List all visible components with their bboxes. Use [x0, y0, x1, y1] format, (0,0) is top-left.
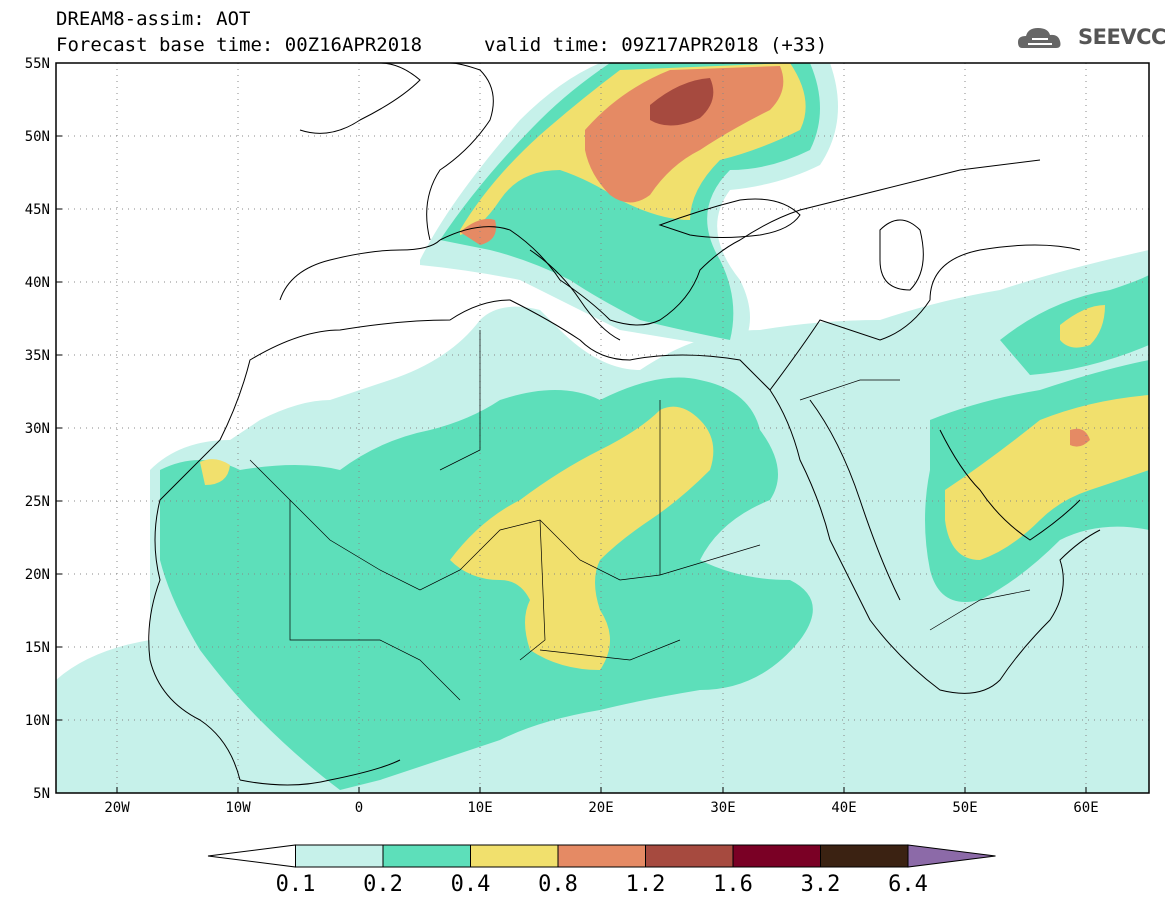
- colorbar-swatch: [382, 844, 471, 868]
- colorbar-label: 0.8: [538, 872, 578, 897]
- lon-label: 40E: [831, 800, 856, 816]
- colorbar-swatch: [820, 844, 909, 868]
- colorbar-swatch: [295, 844, 384, 868]
- lon-label: 20E: [588, 800, 613, 816]
- borders: [249, 330, 1031, 701]
- lat-label: 45N: [25, 202, 50, 218]
- lat-label: 40N: [25, 275, 50, 291]
- lat-label: 35N: [25, 348, 50, 364]
- base-time-label: Forecast base time: 00Z16APR2018: [56, 34, 423, 56]
- lat-label: 15N: [25, 640, 50, 656]
- lat-label: 10N: [25, 713, 50, 729]
- lat-label: 50N: [25, 129, 50, 145]
- map-title: DREAM8-assim: AOT: [56, 8, 251, 30]
- colorbar-swatch: [732, 844, 821, 868]
- colorbar-label: 3.2: [801, 872, 841, 897]
- colorbar-label: 1.6: [713, 872, 753, 897]
- cloud-icon: [1018, 28, 1061, 48]
- colorbar-label: 0.4: [451, 872, 491, 897]
- colorbar: 0.1 0.2 0.4 0.8 1.2 1.6 3.2 6.4: [207, 844, 996, 897]
- lon-labels: 20W 10W 0 10E 20E 30E 40E 50E 60E: [104, 800, 1098, 816]
- colorbar-label: 6.4: [888, 872, 928, 897]
- colorbar-label: 0.2: [363, 872, 403, 897]
- aot-level-0.8: [585, 66, 784, 203]
- aot-level-1.2: [650, 78, 714, 126]
- lat-labels: 55N 50N 45N 40N 35N 30N 25N 20N 15N 10N …: [25, 56, 50, 802]
- aot-level-0.4-arabia: [945, 395, 1149, 560]
- aot-level-0.4-sahara-w: [200, 459, 230, 485]
- lat-label: 20N: [25, 567, 50, 583]
- aot-level-0.8-arabia: [1070, 428, 1090, 447]
- lon-label: 0: [355, 800, 363, 816]
- colorbar-arrow-low: [207, 844, 296, 868]
- lon-label: 60E: [1073, 800, 1098, 816]
- colorbar-swatch: [470, 844, 559, 868]
- lat-label: 30N: [25, 421, 50, 437]
- lon-label: 30E: [710, 800, 735, 816]
- lat-label: 5N: [33, 786, 50, 802]
- lon-label: 10E: [467, 800, 492, 816]
- aot-level-0.4: [450, 406, 714, 670]
- aot-level-0.8-italy: [460, 218, 496, 245]
- colorbar-arrow-high: [907, 844, 996, 868]
- coastlines: [148, 63, 1101, 786]
- colorbar-swatch: [557, 844, 646, 868]
- colorbar-label: 1.2: [626, 872, 666, 897]
- logo-text: SEEVCCC: [1078, 25, 1165, 49]
- lon-label: 20W: [104, 800, 130, 816]
- aot-level-0.4-persia: [1060, 305, 1105, 348]
- lon-label: 10W: [225, 800, 251, 816]
- colorbar-swatch: [645, 844, 734, 868]
- valid-time-label: valid time: 09Z17APR2018 (+33): [484, 34, 828, 56]
- colorbar-label: 0.1: [276, 872, 316, 897]
- axis-ticks: [56, 62, 1087, 794]
- lat-label: 25N: [25, 494, 50, 510]
- lon-label: 50E: [952, 800, 977, 816]
- lat-label: 55N: [25, 56, 50, 72]
